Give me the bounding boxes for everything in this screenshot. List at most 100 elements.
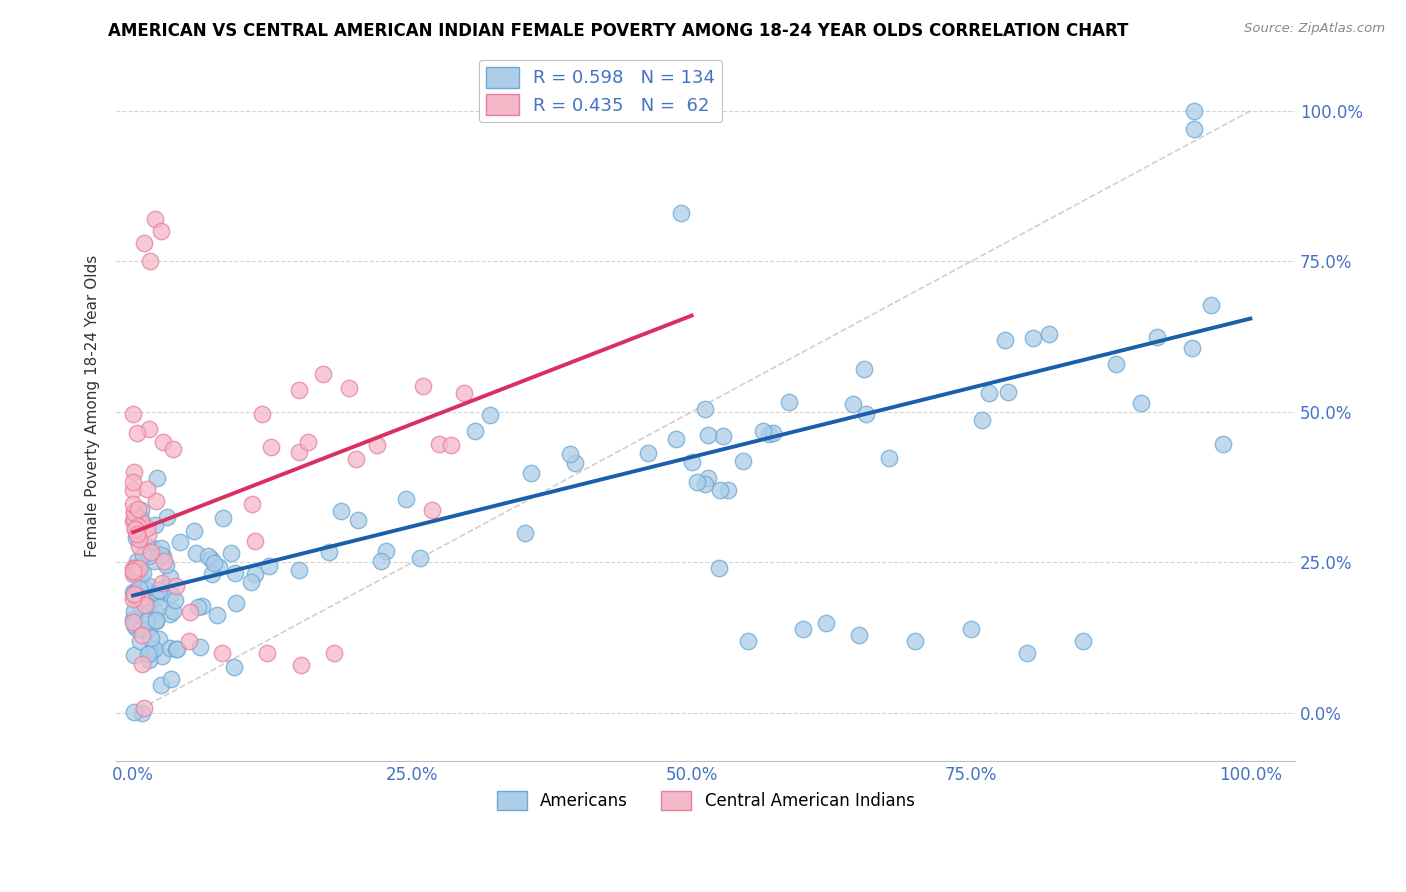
Point bbox=[156, 510, 179, 524]
Point bbox=[637, 446, 659, 460]
Point bbox=[853, 362, 876, 376]
Point bbox=[124, 506, 146, 520]
Point bbox=[841, 397, 863, 411]
Point bbox=[409, 551, 432, 566]
Point bbox=[260, 440, 283, 454]
Point bbox=[153, 582, 176, 596]
Point bbox=[256, 646, 278, 660]
Point bbox=[520, 466, 543, 480]
Point bbox=[128, 539, 150, 553]
Point bbox=[152, 549, 174, 563]
Point bbox=[143, 604, 166, 618]
Point bbox=[165, 593, 187, 607]
Point bbox=[211, 646, 233, 660]
Point bbox=[717, 483, 740, 497]
Point bbox=[288, 563, 311, 577]
Point bbox=[136, 614, 159, 628]
Point bbox=[187, 600, 209, 615]
Point bbox=[478, 408, 501, 422]
Point bbox=[695, 477, 717, 491]
Point bbox=[1212, 437, 1234, 451]
Point bbox=[145, 212, 167, 227]
Point bbox=[960, 622, 983, 636]
Point bbox=[129, 516, 152, 530]
Point bbox=[564, 457, 586, 471]
Point bbox=[122, 564, 145, 578]
Point bbox=[222, 660, 245, 674]
Point bbox=[136, 528, 159, 542]
Point bbox=[1038, 326, 1060, 341]
Point bbox=[149, 541, 172, 555]
Point bbox=[665, 432, 688, 446]
Point bbox=[330, 504, 353, 518]
Point bbox=[197, 549, 219, 564]
Point bbox=[752, 425, 775, 439]
Point bbox=[122, 408, 145, 422]
Point bbox=[1130, 395, 1153, 409]
Point bbox=[205, 607, 228, 622]
Point bbox=[183, 524, 205, 538]
Point bbox=[370, 554, 392, 568]
Point bbox=[970, 413, 993, 427]
Point bbox=[128, 532, 150, 546]
Point bbox=[125, 426, 148, 441]
Point bbox=[733, 454, 755, 468]
Point bbox=[412, 379, 434, 393]
Point bbox=[134, 701, 156, 715]
Point bbox=[142, 541, 165, 556]
Point bbox=[135, 598, 157, 612]
Point bbox=[224, 566, 246, 581]
Point bbox=[122, 497, 145, 511]
Point bbox=[179, 606, 201, 620]
Text: AMERICAN VS CENTRAL AMERICAN INDIAN FEMALE POVERTY AMONG 18-24 YEAR OLDS CORRELA: AMERICAN VS CENTRAL AMERICAN INDIAN FEMA… bbox=[108, 22, 1129, 40]
Point bbox=[166, 641, 188, 656]
Point bbox=[737, 633, 759, 648]
Point bbox=[122, 560, 145, 574]
Point bbox=[693, 402, 716, 417]
Point bbox=[1199, 298, 1222, 312]
Point bbox=[879, 450, 901, 465]
Point bbox=[129, 622, 152, 636]
Point bbox=[145, 494, 167, 508]
Point bbox=[129, 634, 152, 648]
Point bbox=[138, 549, 160, 563]
Point bbox=[122, 514, 145, 528]
Point bbox=[136, 521, 159, 535]
Point bbox=[337, 381, 360, 395]
Point bbox=[997, 384, 1019, 399]
Point bbox=[145, 614, 167, 628]
Point bbox=[464, 424, 486, 438]
Point bbox=[134, 598, 156, 612]
Point bbox=[427, 436, 450, 450]
Point bbox=[122, 567, 145, 582]
Point bbox=[131, 706, 153, 720]
Point bbox=[312, 367, 335, 381]
Point bbox=[681, 455, 703, 469]
Point bbox=[122, 483, 145, 497]
Point bbox=[177, 633, 200, 648]
Point bbox=[709, 483, 731, 497]
Point bbox=[128, 561, 150, 575]
Point bbox=[346, 513, 368, 527]
Legend: Americans, Central American Indians: Americans, Central American Indians bbox=[491, 784, 921, 817]
Point bbox=[132, 548, 155, 562]
Point bbox=[148, 632, 170, 647]
Point bbox=[395, 492, 418, 507]
Point bbox=[125, 591, 148, 605]
Point bbox=[136, 647, 159, 661]
Point bbox=[288, 383, 311, 397]
Point bbox=[366, 437, 388, 451]
Point bbox=[208, 560, 231, 574]
Point bbox=[1022, 331, 1045, 345]
Point bbox=[243, 566, 266, 581]
Point bbox=[1146, 329, 1168, 343]
Point bbox=[1015, 646, 1038, 660]
Point bbox=[146, 471, 169, 485]
Point bbox=[149, 549, 172, 563]
Point bbox=[129, 592, 152, 607]
Point bbox=[709, 561, 731, 575]
Point bbox=[136, 540, 159, 554]
Point bbox=[792, 622, 814, 636]
Point bbox=[124, 465, 146, 479]
Point bbox=[124, 613, 146, 627]
